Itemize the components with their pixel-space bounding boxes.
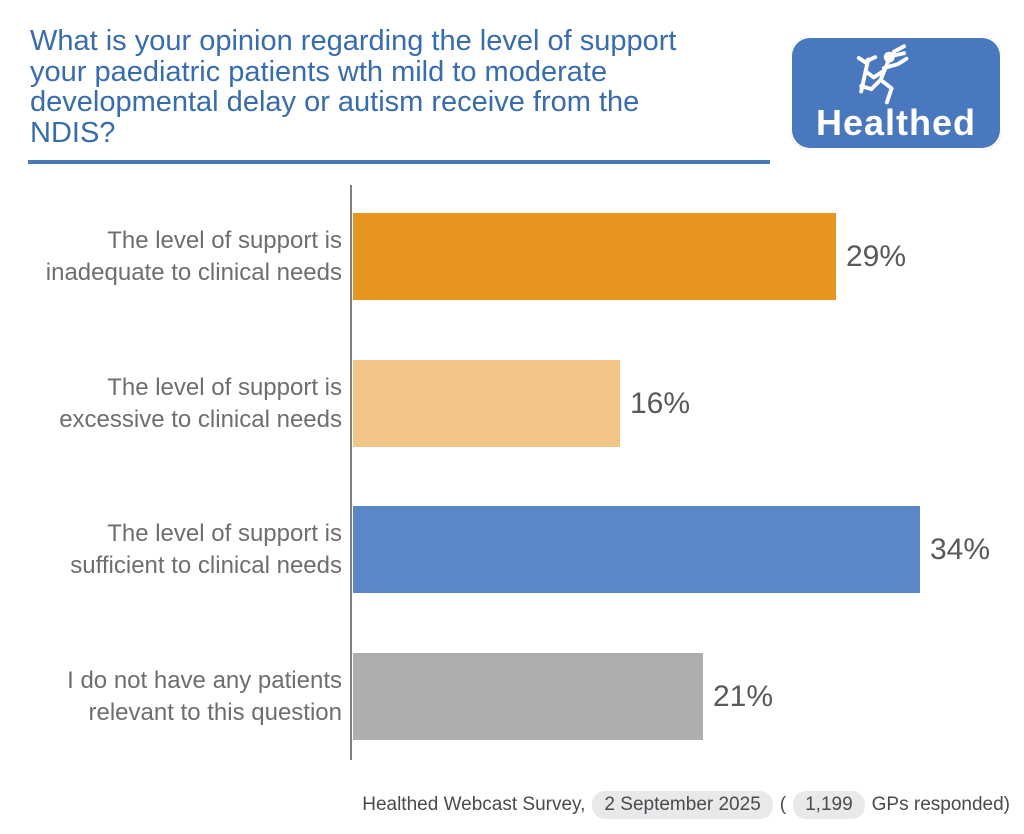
logo-wordmark: Healthed (815, 102, 977, 143)
value-label: 16% (630, 386, 691, 420)
respondent-count-badge: 1,199 (793, 791, 865, 819)
bar-segment (353, 653, 703, 740)
category-label: The level of support is inadequate to cl… (45, 226, 342, 286)
hermes-runner-icon (856, 44, 909, 105)
bar-row-3: The level of support is sufficient to cl… (0, 506, 1024, 593)
source-suffix: GPs responded) (871, 794, 1010, 815)
title-line-2: your paediatric patients wth mild to mod… (30, 55, 608, 88)
source-note: Healthed Webcast Survey, 2 September 202… (362, 791, 1010, 819)
bar-row-4: I do not have any patients relevant to t… (0, 653, 1024, 740)
page-title: What is your opinion regarding the level… (30, 26, 780, 148)
value-label: 21% (713, 679, 774, 713)
category-label: The level of support is excessive to cli… (59, 373, 342, 433)
category-label: I do not have any patients relevant to t… (67, 666, 342, 726)
value-label: 34% (930, 532, 991, 566)
title-underline (28, 160, 770, 164)
title-line-3: developmental delay or autism receive fr… (30, 86, 640, 118)
bar-segment (353, 360, 620, 447)
title-line-4: NDIS? (30, 116, 116, 149)
source-prefix: Healthed Webcast Survey, (362, 794, 586, 815)
bar-segment (353, 213, 836, 300)
bar-segment (353, 506, 920, 593)
y-axis-line (350, 185, 352, 760)
title-line-1: What is your opinion regarding the level… (30, 25, 677, 57)
open-paren: ( (779, 794, 787, 815)
survey-date-badge: 2 September 2025 (592, 791, 773, 819)
category-label: The level of support is sufficient to cl… (70, 519, 342, 579)
bar-row-1: The level of support is inadequate to cl… (0, 213, 1024, 300)
healthed-logo: Healthed (790, 36, 1002, 150)
bar-row-2: The level of support is excessive to cli… (0, 360, 1024, 447)
value-label: 29% (846, 239, 907, 273)
